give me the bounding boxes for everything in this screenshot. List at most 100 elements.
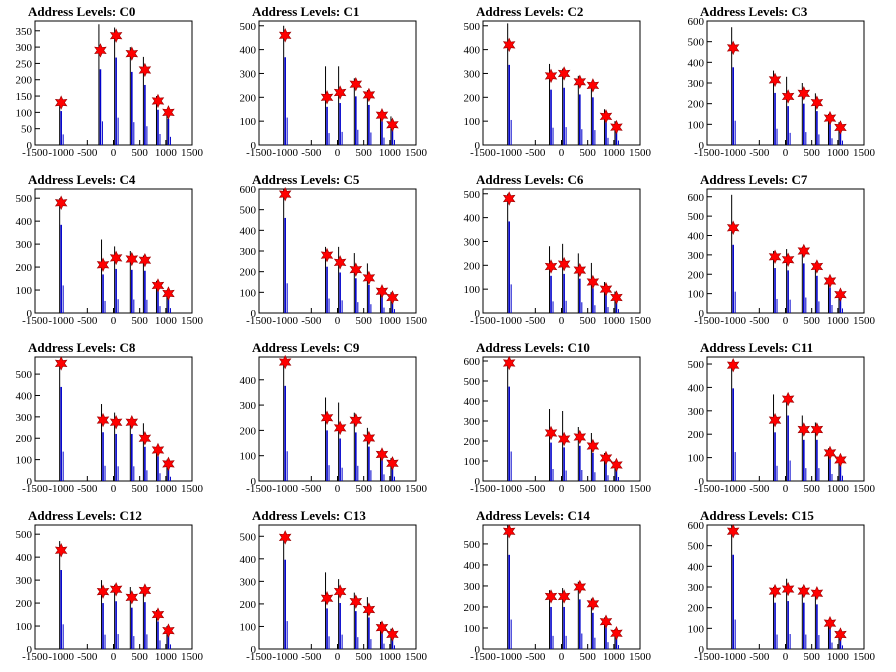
x-tick-label: -500 <box>77 147 98 159</box>
x-tick-label: -500 <box>301 147 322 159</box>
peak-star-marker <box>386 117 399 132</box>
x-tick-label: 1500 <box>629 315 652 327</box>
y-tick-label: 100 <box>16 455 33 467</box>
x-tick-label: -1500 <box>470 651 496 663</box>
y-tick-label: 300 <box>464 236 481 248</box>
chart-panel-9: Address Levels: C9 0 100 200 300 400 -1500 -100… <box>224 336 448 504</box>
histogram-plot: 0 100 200 300 400 500 -1500 -1000 -500 0 500 1000 15… <box>240 20 428 159</box>
peak-star-marker <box>768 583 782 599</box>
x-tick-label: 0 <box>783 483 789 495</box>
y-tick-label: 400 <box>16 216 33 228</box>
y-tick-label: 100 <box>688 119 705 131</box>
y-tick-label: 300 <box>240 576 257 588</box>
peak-star-marker <box>125 590 139 605</box>
chart-panel-10: Address Levels: C10 0 100 200 300 400 500 600 -1… <box>448 336 672 504</box>
peak-star-marker <box>320 247 334 263</box>
y-tick-label: 300 <box>16 575 33 587</box>
x-tick-label: 500 <box>803 483 820 495</box>
x-tick-label: 500 <box>131 651 148 663</box>
chart-panel-11: Address Levels: C11 0 100 200 300 400 500 -1500… <box>672 336 896 504</box>
chart-panel-6: Address Levels: C6 0 100 200 300 400 500 -1500-… <box>448 168 672 336</box>
peak-star-marker <box>349 594 363 609</box>
peak-star-marker <box>151 93 165 109</box>
peak-star-marker <box>109 582 123 597</box>
peak-star-marker <box>599 281 613 297</box>
y-tick-label: 200 <box>688 99 705 111</box>
x-tick-label: -1000 <box>496 315 522 327</box>
peak-star-marker <box>610 457 623 473</box>
x-tick-label: 1000 <box>155 483 178 495</box>
y-tick-label: 200 <box>464 436 481 448</box>
y-tick-label: 300 <box>16 239 33 251</box>
peak-star-marker <box>54 95 68 110</box>
x-tick-label: 0 <box>783 315 789 327</box>
histogram-plot: 0 100 200 300 400 -1500 -1000 -500 0 500 1000 1500 <box>240 354 428 495</box>
peak-star-marker <box>544 259 558 274</box>
peak-star-marker <box>599 109 613 124</box>
y-tick-label: 400 <box>16 552 33 564</box>
y-tick-label: 500 <box>464 21 481 33</box>
x-tick-label: 0 <box>783 651 789 663</box>
x-tick-label: -500 <box>77 483 98 495</box>
y-tick-label: 200 <box>240 267 257 279</box>
y-tick-label: 500 <box>240 21 257 33</box>
peak-star-marker <box>544 425 558 441</box>
x-tick-label: -1000 <box>496 147 522 159</box>
y-tick-label: 500 <box>688 359 705 371</box>
x-tick-label: 1000 <box>379 651 402 663</box>
x-tick-label: -500 <box>525 483 546 495</box>
y-tick-label: 300 <box>240 246 257 258</box>
peak-star-marker <box>386 627 399 642</box>
y-tick-label: 100 <box>688 453 705 465</box>
x-tick-label: 0 <box>559 651 565 663</box>
peak-star-marker <box>781 252 795 267</box>
histogram-plot: 0 100 200 300 400 500 600 -1500 -1000 -500 0 500 100… <box>688 520 876 663</box>
y-tick-label: 200 <box>688 429 705 441</box>
x-tick-label: -1500 <box>22 147 48 159</box>
chart-title: Address Levels: C7 <box>700 172 808 187</box>
x-tick-label: -1000 <box>48 147 74 159</box>
peak-star-marker <box>797 243 811 259</box>
y-tick-label: 100 <box>464 284 481 296</box>
x-tick-label: 0 <box>335 315 341 327</box>
y-tick-label: 400 <box>688 231 705 243</box>
y-tick-label: 0 <box>251 308 257 320</box>
x-tick-label: 0 <box>111 315 117 327</box>
peak-star-marker <box>810 422 824 437</box>
y-tick-label: 0 <box>251 644 257 656</box>
peak-star-marker <box>278 186 292 202</box>
x-tick-label: 500 <box>131 483 148 495</box>
x-tick-label: -500 <box>301 651 322 663</box>
x-tick-label: -500 <box>301 315 322 327</box>
x-tick-label: 1000 <box>603 483 626 495</box>
y-tick-label: 100 <box>240 621 257 633</box>
y-tick-label: 600 <box>688 520 705 532</box>
chart-panel-13: Address Levels: C13 0 100 200 300 400 500 -1500… <box>224 504 448 672</box>
y-tick-label: 0 <box>27 476 33 488</box>
chart-panel-1: Address Levels: C1 0 100 200 300 400 500 -1500-… <box>224 0 448 168</box>
y-tick-label: 100 <box>16 107 33 119</box>
chart-panel-4: Address Levels: C4 0 100 200 300 400 500 -1500-… <box>0 168 224 336</box>
x-tick-label: 500 <box>579 147 596 159</box>
y-tick-label: 400 <box>688 57 705 69</box>
y-tick-label: 400 <box>464 396 481 408</box>
y-tick-label: 350 <box>16 26 33 38</box>
x-tick-label: 1000 <box>603 315 626 327</box>
x-tick-label: -1000 <box>48 315 74 327</box>
y-tick-label: 0 <box>251 140 257 152</box>
y-tick-label: 200 <box>464 602 481 614</box>
x-tick-label: 1000 <box>155 315 178 327</box>
peak-star-marker <box>362 602 376 617</box>
peak-star-marker <box>362 87 376 103</box>
peak-star-marker <box>610 626 623 641</box>
x-tick-label: 0 <box>559 147 565 159</box>
peak-star-marker <box>162 456 175 472</box>
x-tick-label: 1500 <box>181 147 204 159</box>
peak-star-marker <box>781 581 795 597</box>
peak-star-marker <box>333 85 347 100</box>
x-tick-label: 0 <box>335 147 341 159</box>
peak-star-marker <box>823 273 837 289</box>
peak-star-marker <box>320 410 334 425</box>
x-tick-label: 1500 <box>853 147 876 159</box>
